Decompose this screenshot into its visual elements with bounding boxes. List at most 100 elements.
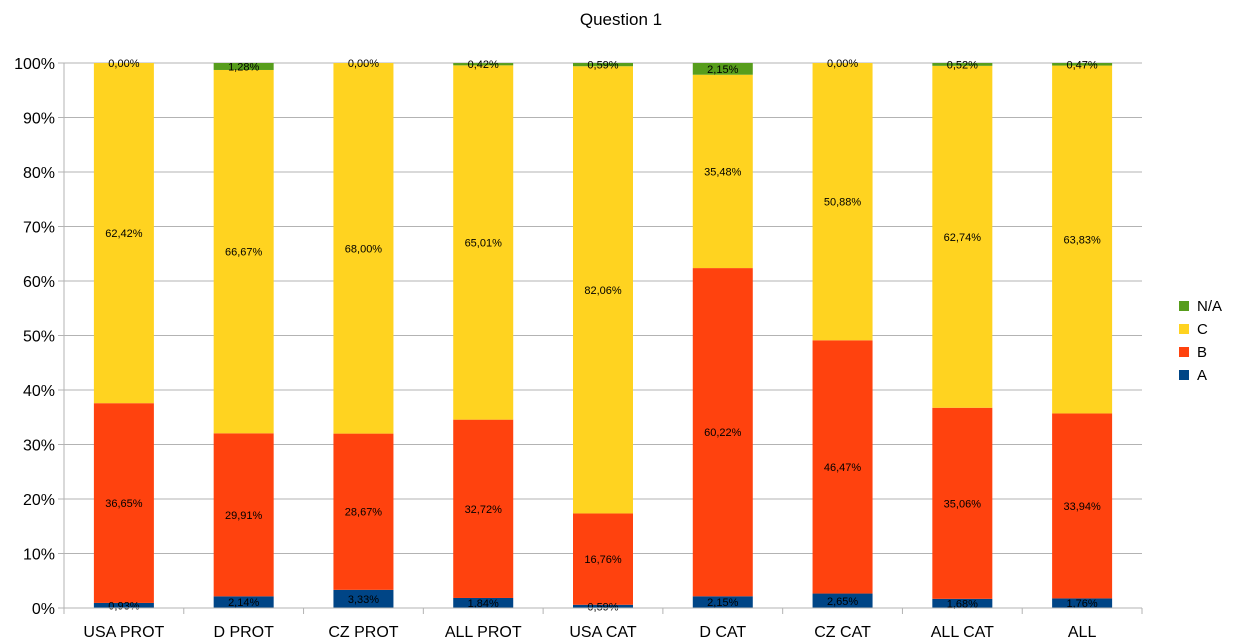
bar-segment-b bbox=[93, 403, 154, 603]
data-label: 2,14% bbox=[228, 597, 259, 609]
data-label: 33,94% bbox=[1063, 501, 1101, 513]
data-label: 36,65% bbox=[105, 498, 143, 510]
bar-segment-na bbox=[573, 63, 633, 67]
data-label: 0,52% bbox=[947, 59, 978, 71]
data-label: 1,28% bbox=[228, 61, 259, 73]
y-tick-label: 40% bbox=[23, 383, 55, 400]
bar-segment-a bbox=[1052, 598, 1113, 608]
y-tick-label: 80% bbox=[23, 165, 55, 182]
x-tick-label: D CAT bbox=[699, 624, 746, 641]
x-tick-label: ALL PROT bbox=[445, 624, 522, 641]
data-label: 3,33% bbox=[348, 594, 379, 606]
bar-segment-b bbox=[213, 433, 274, 597]
data-label: 0,59% bbox=[587, 601, 618, 613]
y-tick-label: 90% bbox=[23, 111, 55, 128]
bar-segment-na bbox=[453, 63, 514, 66]
y-tick-label: 20% bbox=[23, 492, 55, 509]
data-label: 0,42% bbox=[468, 59, 499, 71]
bar-segment-b bbox=[692, 268, 753, 597]
bar-segment-c bbox=[932, 65, 993, 408]
legend: N/A CBA bbox=[1179, 298, 1222, 384]
bar-segment-c bbox=[213, 69, 274, 434]
bar-segment-c bbox=[1052, 65, 1113, 414]
data-label: 32,72% bbox=[465, 504, 503, 516]
data-label: 29,91% bbox=[225, 510, 263, 522]
bar-segment-c bbox=[573, 66, 633, 514]
data-label: 1,84% bbox=[468, 598, 499, 610]
y-axis-ticks: 0% 10% 20% 30% 40% 50% 60% 70% 80% 90% 100% bbox=[14, 56, 55, 618]
y-tick-label: 30% bbox=[23, 438, 55, 455]
bars bbox=[93, 63, 1113, 608]
bar-segment-b bbox=[453, 419, 514, 598]
data-label: 68,00% bbox=[345, 243, 383, 255]
bar-segment-c bbox=[93, 63, 154, 404]
bar-segment-b bbox=[333, 433, 394, 590]
bar-segment-na bbox=[692, 63, 753, 75]
y-tick-label: 0% bbox=[32, 601, 55, 618]
bar-segment-b bbox=[812, 340, 873, 594]
bar-segment-a bbox=[692, 596, 753, 608]
bar-segment-b bbox=[932, 407, 993, 599]
data-label: 63,83% bbox=[1063, 234, 1101, 246]
bar-segment-a bbox=[453, 597, 514, 608]
data-label: 16,76% bbox=[584, 554, 622, 566]
x-tick-label: CZ CAT bbox=[814, 624, 871, 641]
legend-label: B bbox=[1197, 344, 1207, 361]
bar-segment-c bbox=[333, 63, 394, 434]
x-axis-ticks: USA PROT D PROT CZ PROT ALL PROT USA CAT D CA… bbox=[58, 607, 1143, 641]
legend-label: N/A bbox=[1197, 298, 1222, 315]
bar-segment-a bbox=[932, 598, 993, 608]
y-tick-label: 10% bbox=[23, 547, 55, 564]
data-label: 0,93% bbox=[108, 600, 139, 612]
legend-swatch bbox=[1179, 370, 1189, 380]
data-label: 35,06% bbox=[944, 498, 982, 510]
y-tick-label: 70% bbox=[23, 220, 55, 237]
x-tick-label: USA CAT bbox=[569, 624, 637, 641]
data-label: 0,47% bbox=[1067, 59, 1098, 71]
data-label: 35,48% bbox=[704, 166, 742, 178]
bar-segment-na bbox=[1052, 63, 1113, 66]
data-label: 2,65% bbox=[827, 596, 858, 608]
data-label: 2,15% bbox=[707, 597, 738, 609]
data-label: 66,67% bbox=[225, 247, 263, 259]
bar-segment-a bbox=[573, 604, 633, 608]
x-tick-label: D PROT bbox=[213, 624, 274, 641]
data-label: 60,22% bbox=[704, 427, 742, 439]
bar-segment-c bbox=[692, 74, 753, 269]
data-label: 0,00% bbox=[348, 58, 379, 70]
x-tick-label: ALL CAT bbox=[931, 624, 994, 641]
data-label: 2,15% bbox=[707, 64, 738, 76]
y-tick-label: 100% bbox=[14, 56, 55, 73]
legend-swatch bbox=[1179, 324, 1189, 334]
bar-segment-a bbox=[333, 589, 394, 608]
data-label: 1,76% bbox=[1067, 598, 1098, 610]
legend-label: C bbox=[1197, 321, 1208, 338]
data-label: 82,06% bbox=[584, 285, 622, 297]
x-tick-label: ALL bbox=[1068, 624, 1097, 641]
legend-label: A bbox=[1197, 367, 1207, 384]
x-tick-label: USA PROT bbox=[83, 624, 164, 641]
bar-segment-b bbox=[1052, 413, 1113, 599]
data-label: 0,00% bbox=[827, 58, 858, 70]
data-label: 0,00% bbox=[108, 58, 139, 70]
data-label: 28,67% bbox=[345, 507, 383, 519]
bar-segment-a bbox=[213, 596, 274, 608]
data-label: 1,68% bbox=[947, 598, 978, 610]
x-tick-label: CZ PROT bbox=[328, 624, 398, 641]
data-label: 62,42% bbox=[105, 228, 143, 240]
bar-segment-a bbox=[93, 602, 154, 608]
bar-segment-na bbox=[932, 63, 993, 66]
data-label: 62,74% bbox=[944, 232, 982, 244]
chart-title: Question 1 bbox=[580, 10, 662, 29]
data-label: 46,47% bbox=[824, 462, 862, 474]
bar-segment-a bbox=[812, 593, 873, 608]
data-label: 50,88% bbox=[824, 197, 862, 209]
data-label: 0,59% bbox=[587, 60, 618, 72]
data-labels: 0,93% 36,65% 62,42% 0,00% 2,14% 29,91% 66,67% 1… bbox=[105, 58, 1101, 613]
bar-segment-na bbox=[213, 63, 274, 70]
bar-segment-c bbox=[453, 65, 514, 420]
legend-swatch bbox=[1179, 347, 1189, 357]
data-label: 65,01% bbox=[465, 237, 503, 249]
bar-segment-b bbox=[573, 513, 633, 605]
